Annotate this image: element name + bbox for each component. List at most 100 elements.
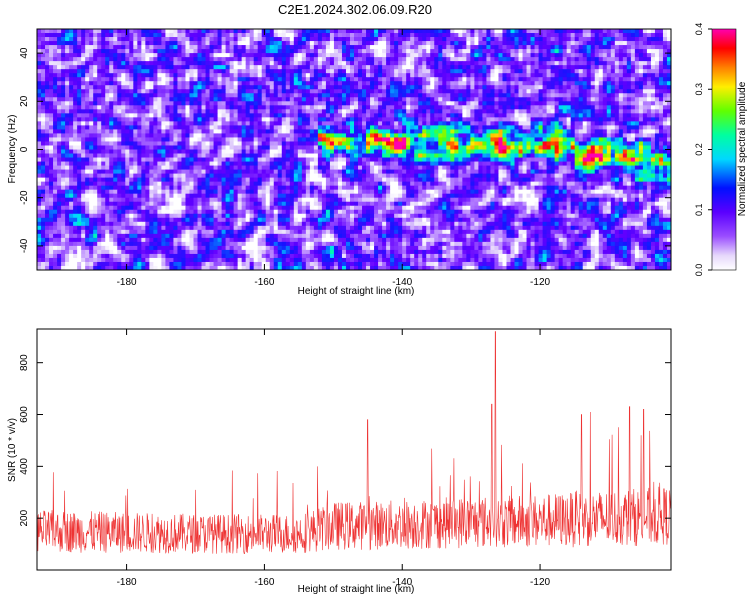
spectrogram-cell	[662, 149, 668, 154]
spectrogram-cell	[486, 85, 491, 90]
spectrogram-cell	[309, 29, 315, 34]
spectrogram-cell	[53, 149, 58, 154]
spectrogram-cell	[133, 101, 138, 106]
spectrogram-cell	[129, 149, 134, 154]
spectrogram-cell	[374, 117, 379, 122]
spectrogram-cell	[382, 129, 387, 134]
spectrogram-cell	[281, 145, 287, 150]
spectrogram-cell	[325, 101, 331, 106]
spectrogram-cell	[205, 133, 210, 138]
spectrogram-cell	[177, 73, 182, 78]
spectrogram-cell	[542, 33, 547, 38]
spectrogram-cell	[321, 85, 327, 90]
spectrogram-cell	[518, 129, 523, 134]
spectrogram-cell	[317, 29, 323, 34]
spectrogram-cell	[630, 61, 636, 66]
spectrogram-cell	[634, 45, 640, 50]
spectrogram-cell	[610, 57, 616, 62]
spectrogram-cell	[598, 121, 604, 126]
spectrogram-cell	[113, 141, 118, 146]
spectrogram-cell	[570, 141, 576, 146]
spectrogram-cell	[438, 93, 443, 98]
spectrogram-cell	[189, 69, 194, 74]
spectrogram-cell	[494, 113, 499, 118]
spectrogram-cell	[313, 93, 319, 98]
spectrogram-cell	[213, 53, 218, 58]
spectrogram-cell	[658, 113, 664, 118]
spectrogram-cell	[570, 81, 576, 86]
spectrogram-cell	[538, 145, 543, 150]
spectrogram-cell	[530, 141, 535, 146]
spectrogram-cell	[101, 53, 106, 58]
spectrogram-cell	[325, 97, 331, 102]
spectrogram-cell	[590, 57, 596, 62]
spectrogram-cell	[229, 29, 235, 34]
spectrogram-cell	[642, 125, 648, 130]
spectrogram-cell	[498, 57, 503, 62]
spectrogram-cell	[478, 105, 483, 110]
spectrogram-cell	[462, 33, 467, 38]
spectrogram-cell	[506, 137, 511, 142]
spectrogram-cell	[626, 101, 632, 106]
spectrogram-cell	[390, 29, 395, 34]
spectrogram-cell	[181, 93, 186, 98]
spectrogram-cell	[510, 73, 515, 78]
spectrogram-cell	[374, 97, 379, 102]
spectrogram-cell	[77, 29, 82, 34]
spectrogram-cell	[550, 141, 556, 146]
spectrogram-cell	[169, 93, 174, 98]
spectrogram-cell	[181, 117, 186, 122]
spectrogram-cell	[646, 113, 652, 118]
spectrogram-cell	[213, 137, 218, 142]
spectrogram-cell	[626, 85, 632, 90]
spectrogram-cell	[269, 113, 275, 118]
spectrogram-cell	[390, 153, 395, 158]
spectrogram-cell	[217, 49, 222, 54]
spectrogram-cell	[217, 33, 222, 38]
spectrogram-cell	[141, 133, 146, 138]
spectrogram-cell	[45, 125, 50, 130]
spectrogram-cell	[442, 93, 447, 98]
spectrogram-cell	[105, 93, 110, 98]
spectrogram-cell	[185, 121, 190, 126]
spectrogram-cell	[486, 149, 491, 154]
spectrogram-cell	[117, 81, 122, 86]
spectrogram-cell	[554, 137, 560, 142]
spectrogram-cell	[321, 133, 327, 138]
spectrogram-cell	[378, 121, 383, 126]
spectrogram-cell	[81, 69, 86, 74]
spectrogram-cell	[201, 37, 206, 42]
spectrogram-cell	[438, 101, 443, 106]
spectrogram-cell	[410, 145, 415, 150]
spectrogram-cell	[73, 129, 78, 134]
spectrogram-cell	[550, 73, 556, 78]
spectrogram-cell	[333, 61, 339, 66]
spectrogram-cell	[173, 117, 178, 122]
spectrogram-cell	[642, 89, 648, 94]
spectrogram-cell	[586, 29, 592, 34]
spectrogram-cell	[666, 137, 671, 142]
spectrogram-cell	[666, 149, 671, 154]
spectrogram-cell	[165, 153, 170, 158]
spectrogram-cell	[442, 41, 447, 46]
spectrogram-cell	[301, 129, 307, 134]
spectrogram-cell	[265, 137, 271, 142]
spectrogram-cell	[149, 41, 154, 46]
spectrogram-cell	[57, 33, 62, 38]
spectrogram-cell	[502, 93, 507, 98]
spectrogram-cell	[358, 73, 363, 78]
spectrogram-cell	[590, 109, 596, 114]
spectrogram-cell	[221, 149, 226, 154]
spectrogram-cell	[522, 41, 527, 46]
spectrogram-cell	[229, 65, 235, 70]
spectrogram-cell	[61, 153, 66, 158]
spectrogram-cell	[426, 33, 431, 38]
spectrogram-cell	[622, 41, 628, 46]
spectrogram-cell	[85, 89, 90, 94]
spectrogram-cell	[398, 49, 403, 54]
spectrogram-cell	[430, 41, 435, 46]
spectrogram-cell	[181, 89, 186, 94]
spectrogram-cell	[458, 129, 463, 134]
spectrogram-cell	[414, 93, 419, 98]
spectrogram-cell	[450, 81, 455, 86]
